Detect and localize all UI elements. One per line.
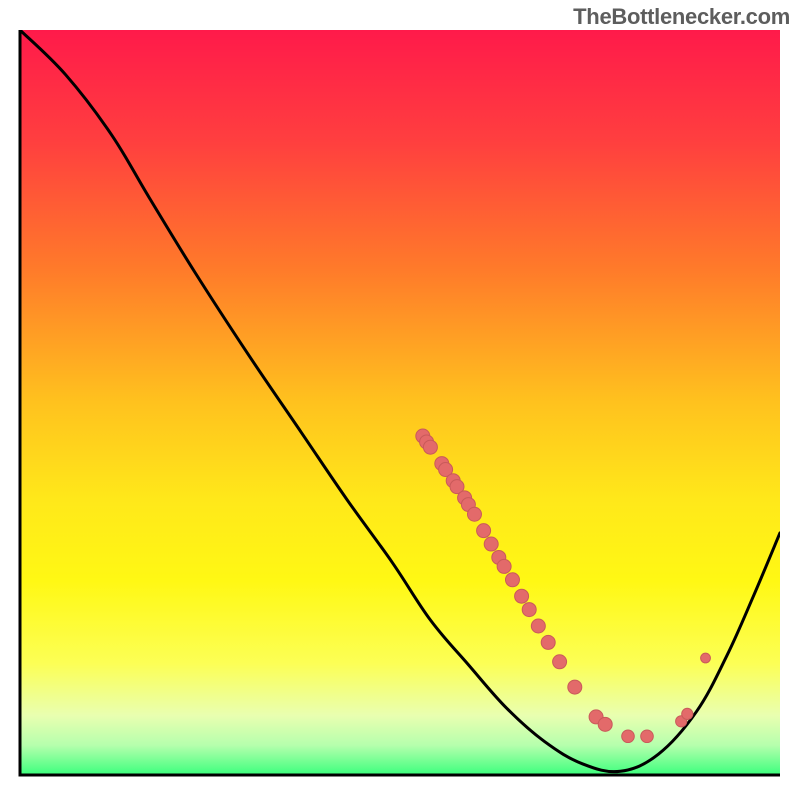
data-marker [467, 507, 481, 521]
data-marker [622, 730, 635, 743]
data-marker [484, 537, 498, 551]
data-marker [505, 573, 519, 587]
data-marker [515, 589, 529, 603]
data-marker [522, 603, 536, 617]
data-marker [553, 655, 567, 669]
plot-background [20, 30, 780, 775]
data-marker [497, 559, 511, 573]
data-marker [598, 717, 612, 731]
data-marker [641, 730, 654, 743]
data-marker [477, 524, 491, 538]
watermark-text: TheBottlenecker.com [573, 4, 790, 30]
data-marker [682, 708, 693, 719]
data-marker [568, 680, 582, 694]
bottleneck-chart [0, 0, 800, 800]
data-marker [701, 653, 711, 663]
data-marker [541, 635, 555, 649]
data-marker [531, 619, 545, 633]
data-marker [423, 440, 437, 454]
